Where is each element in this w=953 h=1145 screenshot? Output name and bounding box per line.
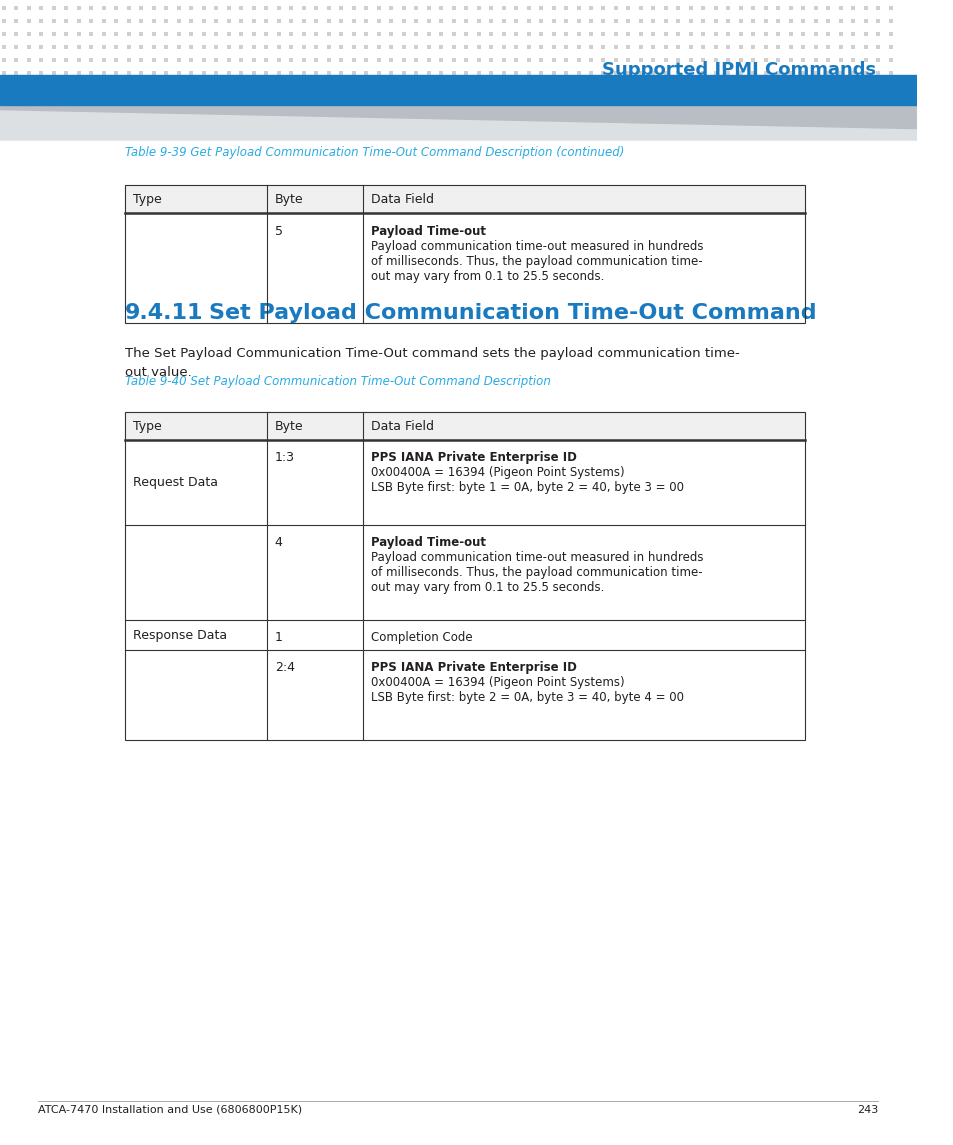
Polygon shape (0, 105, 916, 131)
Text: Payload Time-out: Payload Time-out (371, 536, 485, 548)
Text: Request Data: Request Data (132, 476, 217, 489)
Text: 9.4.11: 9.4.11 (125, 303, 203, 323)
Text: Set Payload Communication Time-Out Command: Set Payload Communication Time-Out Comma… (210, 303, 817, 323)
Polygon shape (0, 111, 916, 140)
Text: Byte: Byte (274, 192, 303, 205)
Text: Payload communication time-out measured in hundreds: Payload communication time-out measured … (371, 551, 702, 564)
Bar (125, 185, 804, 323)
Bar (125, 185, 804, 213)
Text: Payload Time-out: Payload Time-out (371, 226, 485, 238)
Text: The Set Payload Communication Time-Out command sets the payload communication ti: The Set Payload Communication Time-Out c… (125, 347, 739, 360)
Bar (0, 76, 916, 105)
Text: of milliseconds. Thus, the payload communication time-: of milliseconds. Thus, the payload commu… (371, 255, 701, 268)
Text: Supported IPMI Commands: Supported IPMI Commands (601, 61, 876, 79)
Text: 4: 4 (274, 536, 282, 548)
Text: 243: 243 (856, 1105, 878, 1115)
Text: Byte: Byte (274, 419, 303, 433)
Text: Table 9-39 Get Payload Communication Time-Out Command Description (continued): Table 9-39 Get Payload Communication Tim… (125, 147, 623, 159)
Text: 0x00400A = 16394 (Pigeon Point Systems): 0x00400A = 16394 (Pigeon Point Systems) (371, 466, 624, 479)
Text: 1:3: 1:3 (274, 451, 294, 464)
Text: ATCA-7470 Installation and Use (6806800P15K): ATCA-7470 Installation and Use (6806800P… (38, 1105, 302, 1115)
Bar (125, 412, 804, 440)
Text: LSB Byte first: byte 2 = 0A, byte 3 = 40, byte 4 = 00: LSB Byte first: byte 2 = 0A, byte 3 = 40… (371, 690, 683, 704)
Text: LSB Byte first: byte 1 = 0A, byte 2 = 40, byte 3 = 00: LSB Byte first: byte 1 = 0A, byte 2 = 40… (371, 481, 683, 493)
Text: 0x00400A = 16394 (Pigeon Point Systems): 0x00400A = 16394 (Pigeon Point Systems) (371, 676, 624, 689)
Text: Data Field: Data Field (371, 419, 434, 433)
Text: out may vary from 0.1 to 25.5 seconds.: out may vary from 0.1 to 25.5 seconds. (371, 270, 603, 283)
Text: Completion Code: Completion Code (371, 631, 472, 643)
Text: 1: 1 (274, 631, 282, 643)
Text: Type: Type (132, 419, 161, 433)
Text: Data Field: Data Field (371, 192, 434, 205)
Text: Table 9-40 Set Payload Communication Time-Out Command Description: Table 9-40 Set Payload Communication Tim… (125, 376, 550, 388)
Text: Response Data: Response Data (132, 629, 227, 641)
Text: Payload communication time-out measured in hundreds: Payload communication time-out measured … (371, 240, 702, 253)
Text: PPS IANA Private Enterprise ID: PPS IANA Private Enterprise ID (371, 451, 577, 464)
Text: PPS IANA Private Enterprise ID: PPS IANA Private Enterprise ID (371, 661, 577, 674)
Text: Type: Type (132, 192, 161, 205)
Text: out value.: out value. (125, 366, 192, 379)
Text: 2:4: 2:4 (274, 661, 294, 674)
Text: 5: 5 (274, 226, 282, 238)
Bar (125, 412, 804, 740)
Text: out may vary from 0.1 to 25.5 seconds.: out may vary from 0.1 to 25.5 seconds. (371, 581, 603, 594)
Text: of milliseconds. Thus, the payload communication time-: of milliseconds. Thus, the payload commu… (371, 566, 701, 579)
